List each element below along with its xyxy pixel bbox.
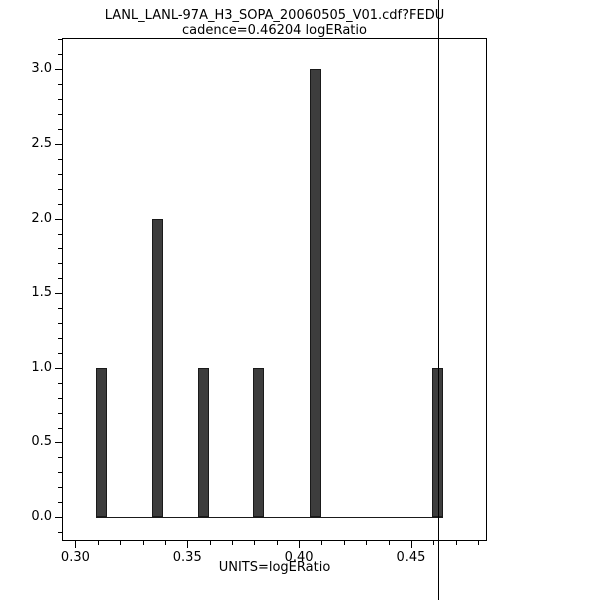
x-axis-minor-tick (321, 541, 323, 545)
y-axis-minor-tick (58, 233, 62, 235)
chart-title: LANL_LANL-97A_H3_SOPA_20060505_V01.cdf?F… (104, 8, 445, 23)
y-axis-minor-tick (58, 129, 62, 131)
y-axis-minor-tick (58, 248, 62, 250)
y-axis-minor-tick (58, 218, 62, 220)
histogram-bar (309, 69, 321, 518)
histogram-bar (431, 367, 443, 518)
x-axis-minor-tick (254, 541, 256, 545)
y-axis-minor-tick (58, 532, 62, 534)
x-axis-minor-tick (97, 541, 99, 545)
y-axis-minor-tick (58, 457, 62, 459)
y-axis-minor-tick (58, 173, 62, 175)
chart-subtitle: cadence=0.46204 logERatio (182, 23, 367, 38)
x-axis-minor-tick (388, 541, 390, 545)
y-axis-minor-tick (58, 323, 62, 325)
x-axis-minor-tick (187, 541, 189, 545)
y-tick-label: 0.0 (31, 509, 52, 525)
y-axis-minor-tick (58, 263, 62, 265)
x-axis-minor-tick (209, 541, 211, 545)
y-tick-label: 2.5 (31, 135, 52, 151)
y-axis-minor-tick (58, 352, 62, 354)
y-tick-label: 1.0 (31, 359, 52, 375)
cadence-reference-line (437, 0, 439, 600)
y-axis-minor-tick (58, 278, 62, 280)
y-axis-minor-tick (58, 99, 62, 101)
y-tick-label: 3.0 (31, 61, 52, 77)
x-tick-label: 0.35 (172, 550, 202, 565)
x-axis-minor-tick (75, 541, 77, 545)
histogram-bar (95, 367, 107, 518)
y-axis-minor-tick (58, 39, 62, 41)
x-axis-minor-tick (455, 541, 457, 545)
x-axis-label: UNITS=logERatio (218, 560, 331, 575)
y-axis-minor-tick (58, 427, 62, 429)
x-axis-minor-tick (276, 541, 278, 545)
y-axis-minor-tick (58, 143, 62, 145)
x-tick-label: 0.30 (60, 550, 90, 565)
x-axis-minor-tick (232, 541, 233, 545)
y-axis-minor-tick (58, 472, 62, 474)
y-tick-label: 1.5 (31, 285, 52, 301)
y-axis-minor-tick (58, 502, 62, 504)
y-axis-minor-tick (58, 114, 62, 116)
x-axis-minor-tick (299, 541, 301, 545)
y-tick-label: 0.5 (31, 434, 52, 450)
x-axis-minor-tick (343, 541, 345, 545)
y-axis-minor-tick (58, 188, 62, 190)
y-axis-minor-tick (58, 203, 62, 205)
x-axis-minor-tick (142, 541, 144, 545)
y-axis-minor-tick (58, 293, 62, 295)
y-tick-label: 2.0 (31, 210, 52, 226)
x-axis-minor-tick (410, 541, 412, 545)
y-axis-minor-tick (58, 367, 62, 369)
plot-area (62, 38, 487, 541)
y-axis-minor-tick (58, 69, 62, 71)
y-axis-minor-tick (58, 487, 62, 489)
histogram-bar (197, 367, 209, 518)
y-axis-minor-tick (58, 397, 62, 399)
histogram-zero-line (95, 517, 443, 519)
y-axis-minor-tick (58, 412, 62, 414)
y-axis-minor-tick (58, 308, 62, 310)
histogram-bar (151, 218, 163, 518)
x-axis-minor-tick (164, 541, 166, 545)
y-axis-minor-tick (58, 517, 62, 519)
x-axis-minor-tick (478, 541, 480, 545)
x-axis-minor-tick (433, 541, 435, 545)
y-axis-minor-tick (58, 84, 62, 86)
x-axis-minor-tick (120, 541, 122, 545)
x-tick-label: 0.40 (284, 550, 314, 565)
y-axis-minor-tick (58, 338, 62, 339)
histogram-bar (252, 367, 264, 518)
y-axis-minor-tick (58, 442, 62, 444)
y-axis-minor-tick (58, 382, 62, 384)
x-tick-label: 0.45 (396, 550, 426, 565)
x-axis-minor-tick (366, 541, 368, 545)
y-axis-minor-tick (58, 54, 62, 56)
chart-title-block: LANL_LANL-97A_H3_SOPA_20060505_V01.cdf?F… (62, 8, 487, 38)
y-axis-minor-tick (58, 158, 62, 160)
